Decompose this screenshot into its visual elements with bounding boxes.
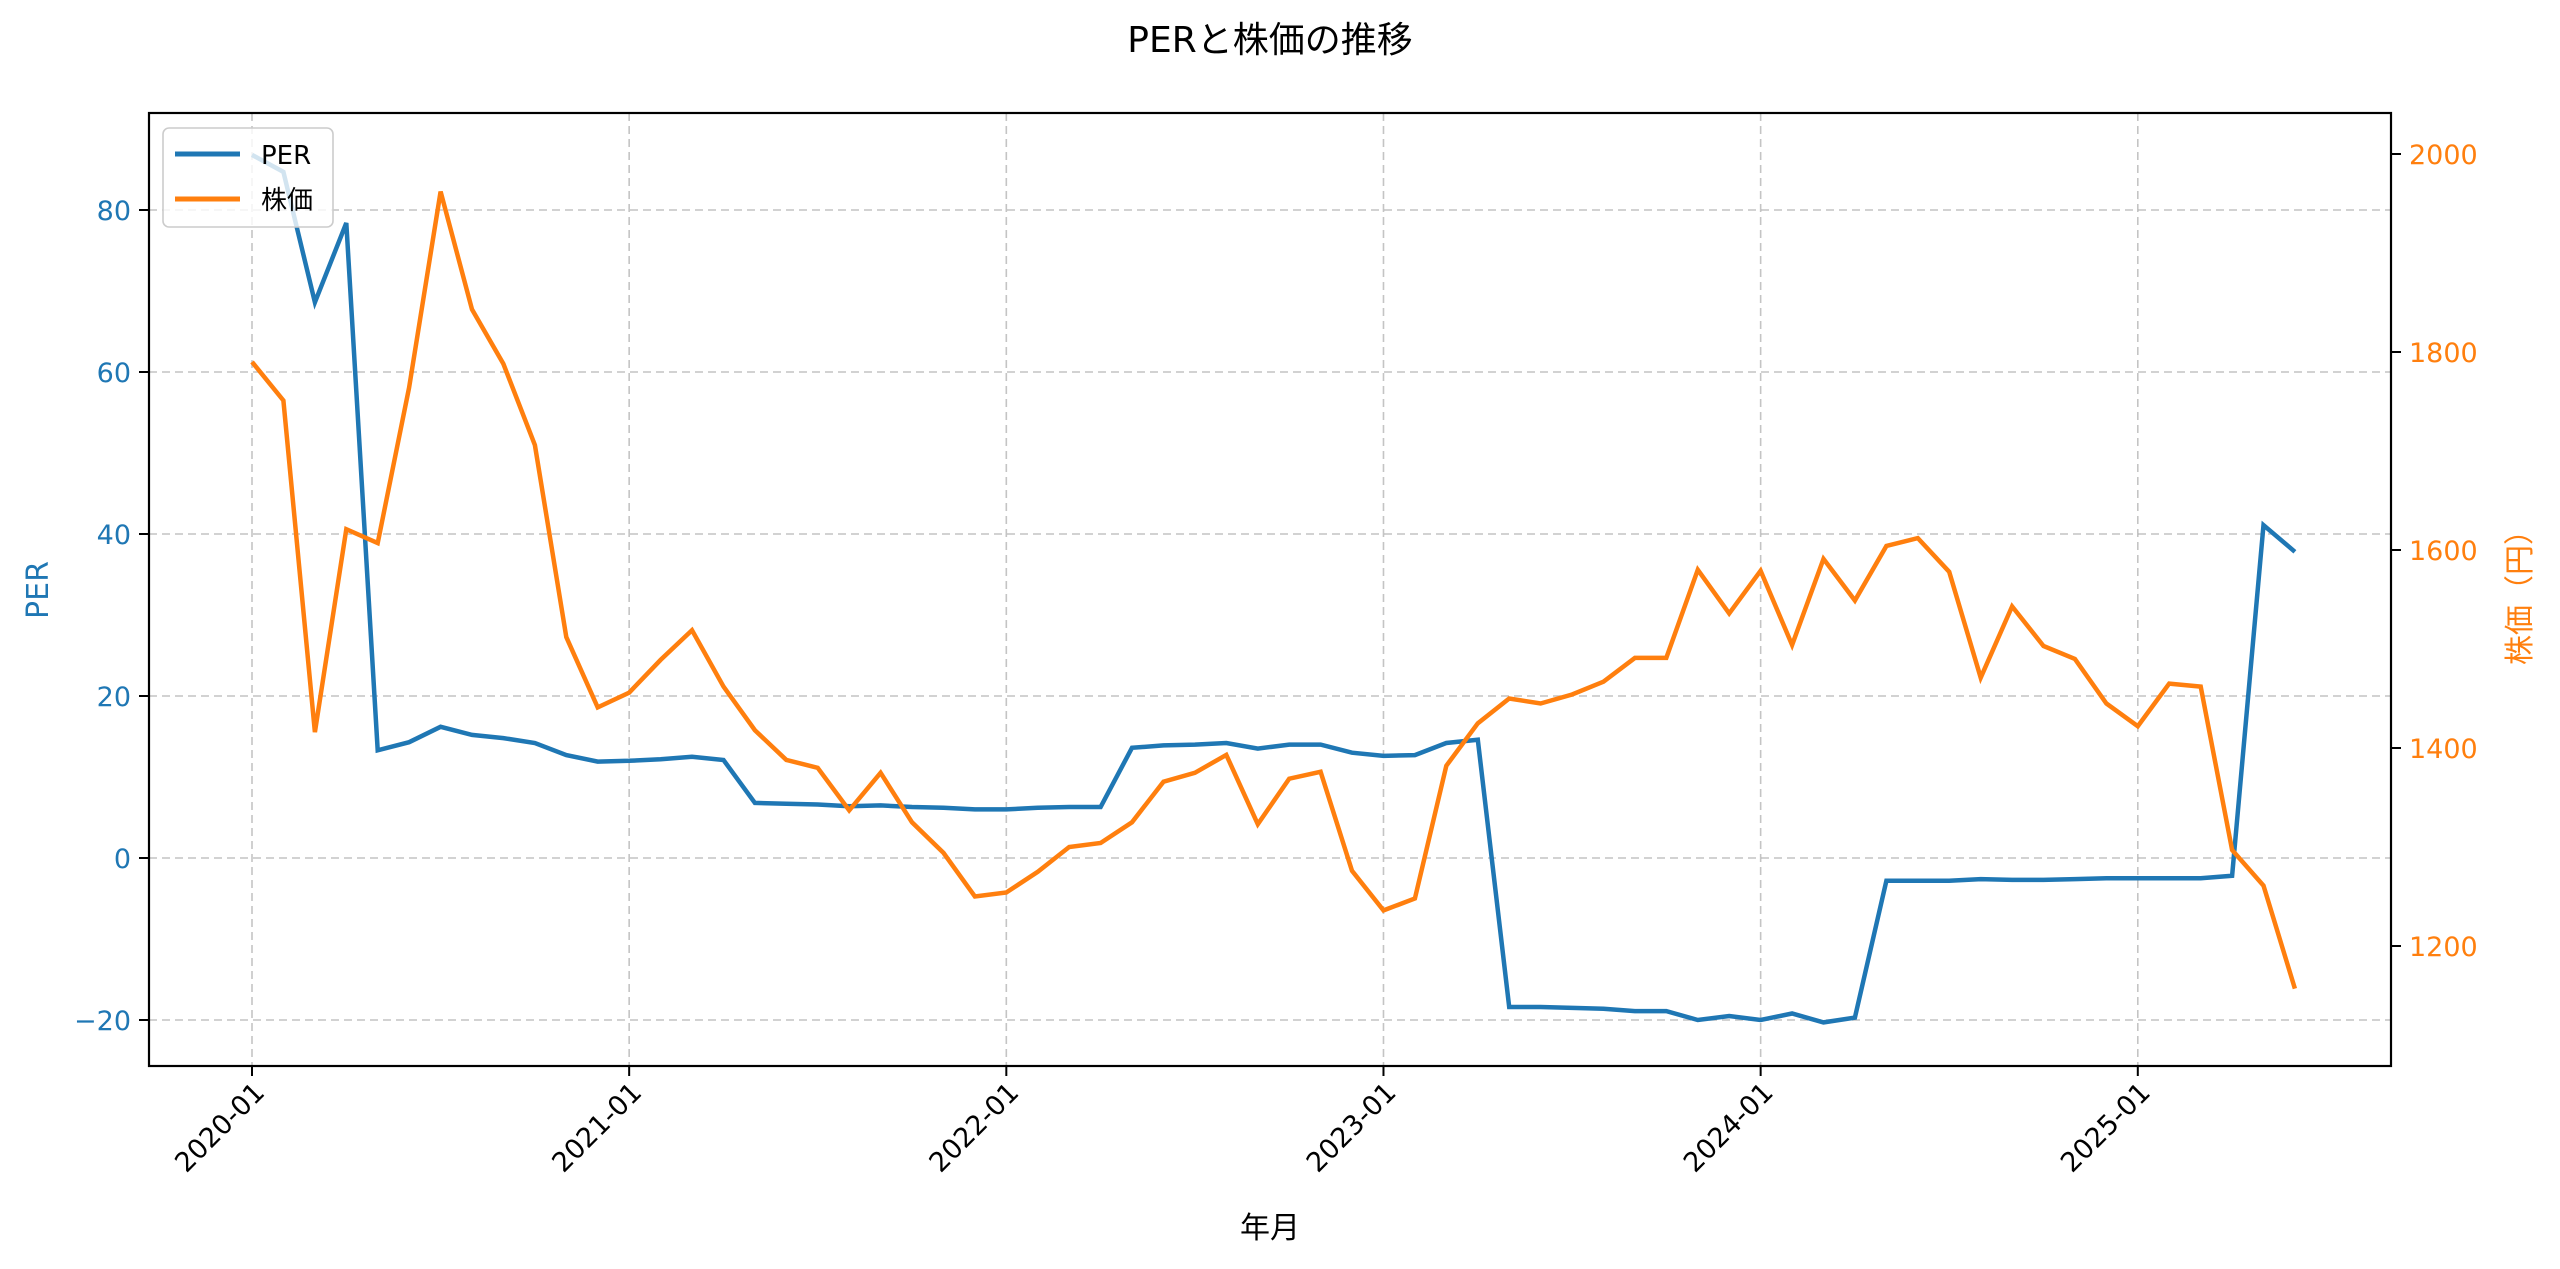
left-tick-label: −20	[74, 1006, 131, 1037]
left-y-axis-label: PER	[21, 561, 56, 619]
x-axis-ticks: 2020-01 2021-01 2022-01 2023-01 2024-01 2025-…	[169, 1066, 2157, 1179]
x-tick-label: 2021-01	[546, 1077, 648, 1179]
legend: PER 株価	[162, 127, 334, 228]
left-tick-label: 0	[114, 844, 131, 875]
chart-title: PERと株価の推移	[1127, 20, 1412, 61]
right-tick-label: 1800	[2409, 338, 2478, 369]
right-tick-label: 1200	[2409, 932, 2478, 963]
left-tick-label: 20	[97, 682, 131, 713]
x-axis-label: 年月	[1240, 1211, 1300, 1246]
grid-lines	[149, 113, 2391, 1066]
per-series-line	[250, 152, 2297, 1025]
x-tick-label: 2024-01	[1678, 1077, 1780, 1179]
legend-price-label: 株価	[261, 186, 313, 216]
x-tick-label: 2025-01	[2055, 1077, 2157, 1179]
right-y-axis-label: 株価（円）	[2503, 515, 2538, 665]
right-tick-label: 1400	[2409, 734, 2478, 765]
per-line	[250, 152, 2297, 1025]
price-series-line	[250, 191, 2298, 990]
price-line	[250, 191, 2298, 990]
plot-frame	[147, 111, 2393, 1068]
left-tick-label: 60	[97, 358, 131, 389]
x-tick-label: 2023-01	[1301, 1077, 1403, 1179]
left-tick-label: 80	[97, 196, 131, 227]
legend-per-label: PER	[261, 141, 311, 171]
x-tick-label: 2022-01	[924, 1077, 1026, 1179]
x-tick-label: 2020-01	[169, 1077, 271, 1179]
right-y-axis-ticks: 1200 1400 1600 1800 2000	[2391, 140, 2478, 963]
left-tick-label: 40	[97, 520, 131, 551]
right-tick-label: 1600	[2409, 536, 2478, 567]
right-tick-label: 2000	[2409, 140, 2478, 171]
left-y-axis-ticks: −20 0 20 40 60 80	[74, 196, 149, 1037]
